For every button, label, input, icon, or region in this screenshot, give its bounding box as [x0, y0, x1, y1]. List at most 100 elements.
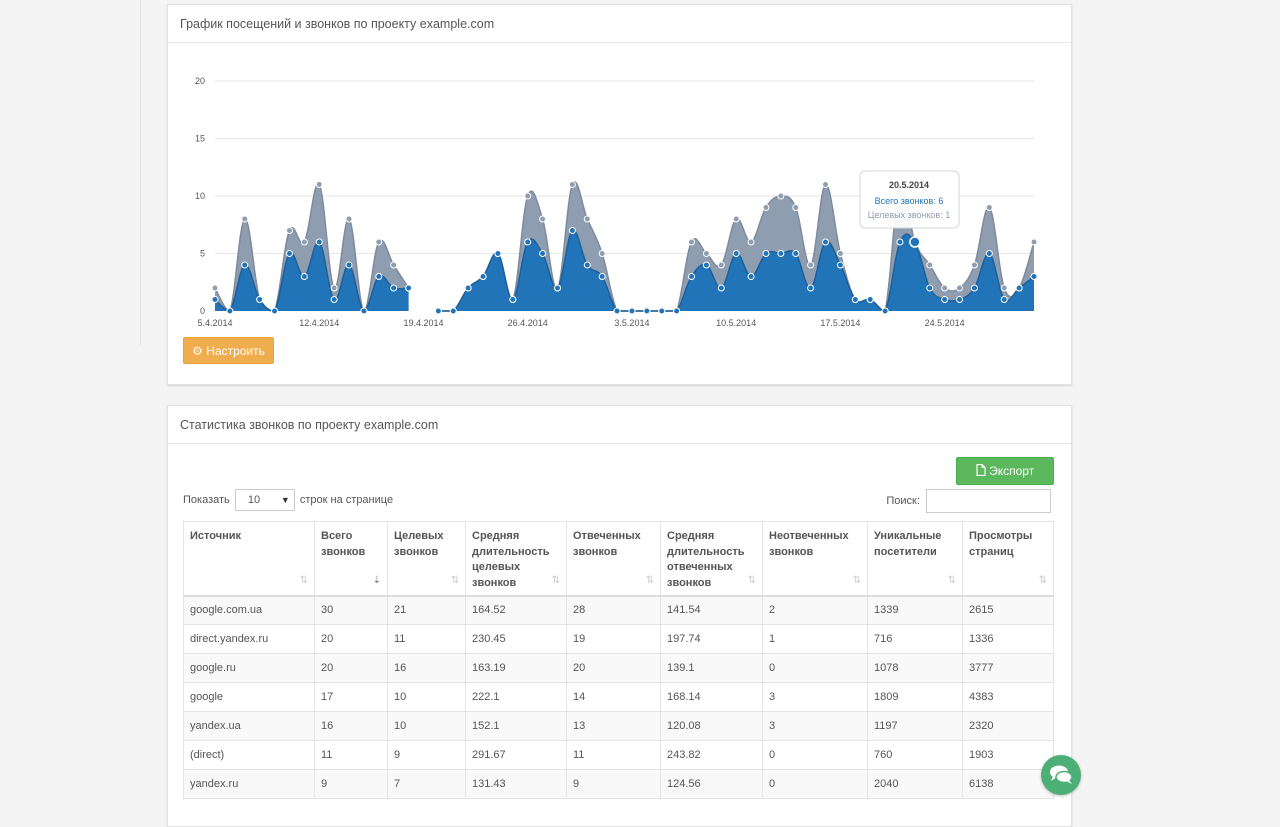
target-calls-point[interactable]: [732, 250, 740, 257]
total-calls-point[interactable]: [792, 204, 800, 211]
target-calls-point[interactable]: [449, 307, 457, 315]
total-calls-point[interactable]: [807, 261, 815, 269]
total-calls-point[interactable]: [330, 284, 338, 292]
target-calls-point[interactable]: [494, 250, 502, 257]
column-header[interactable]: Отвеченных звонков ⇅: [566, 521, 661, 597]
total-calls-point[interactable]: [822, 181, 830, 188]
hovered-point[interactable]: [909, 236, 921, 248]
total-calls-point[interactable]: [836, 250, 844, 257]
target-calls-point[interactable]: [583, 261, 591, 269]
total-calls-point[interactable]: [539, 215, 547, 223]
total-calls-point[interactable]: [688, 238, 696, 246]
target-calls-point[interactable]: [792, 250, 800, 257]
target-calls-point[interactable]: [211, 296, 219, 303]
column-header[interactable]: Всего звонков ⇣: [314, 521, 388, 597]
calls-chart[interactable]: 0 5 10 15 20 5.4.2014 12.4.2014 19.4.2014 26.4.…: [168, 43, 1071, 333]
total-calls-point[interactable]: [241, 215, 249, 223]
target-calls-point[interactable]: [568, 227, 576, 234]
target-calls-point[interactable]: [285, 250, 293, 257]
target-calls-point[interactable]: [315, 238, 323, 246]
target-calls-point[interactable]: [658, 307, 666, 315]
total-calls-point[interactable]: [1000, 284, 1008, 292]
target-calls-point[interactable]: [613, 307, 621, 315]
total-calls-point[interactable]: [926, 261, 934, 269]
target-calls-point[interactable]: [464, 284, 472, 292]
target-calls-point[interactable]: [896, 238, 904, 246]
column-header[interactable]: Неотвеченных звонков ⇅: [762, 521, 868, 597]
total-calls-point[interactable]: [583, 215, 591, 223]
target-calls-point[interactable]: [717, 284, 725, 292]
target-calls-point[interactable]: [970, 284, 978, 292]
target-calls-point[interactable]: [509, 296, 517, 303]
target-calls-point[interactable]: [479, 273, 487, 280]
target-calls-point[interactable]: [360, 307, 368, 315]
total-calls-point[interactable]: [375, 238, 383, 246]
column-header[interactable]: Средняя длительность отвеченных звонков ⇅: [660, 521, 763, 597]
target-calls-point[interactable]: [553, 284, 561, 292]
target-calls-point[interactable]: [300, 273, 308, 280]
target-calls-point[interactable]: [375, 273, 383, 280]
column-header[interactable]: Целевых звонков ⇅: [387, 521, 466, 597]
total-calls-point[interactable]: [1030, 238, 1038, 246]
target-calls-point[interactable]: [762, 250, 770, 257]
target-calls-point[interactable]: [405, 284, 413, 292]
total-calls-point[interactable]: [211, 284, 219, 292]
target-calls-point[interactable]: [539, 250, 547, 257]
total-calls-point[interactable]: [956, 284, 964, 292]
chat-button[interactable]: [1041, 755, 1081, 795]
target-calls-point[interactable]: [256, 296, 264, 303]
total-calls-point[interactable]: [285, 227, 293, 234]
total-calls-point[interactable]: [524, 192, 532, 200]
target-calls-point[interactable]: [777, 250, 785, 257]
total-calls-point[interactable]: [702, 250, 710, 257]
target-calls-point[interactable]: [985, 250, 993, 257]
total-calls-point[interactable]: [777, 192, 785, 200]
total-calls-point[interactable]: [300, 238, 308, 246]
target-calls-point[interactable]: [1000, 296, 1008, 303]
target-calls-point[interactable]: [941, 296, 949, 303]
total-calls-point[interactable]: [390, 261, 398, 269]
target-calls-point[interactable]: [1030, 273, 1038, 280]
total-calls-point[interactable]: [941, 284, 949, 292]
column-header[interactable]: Уникальные посетители ⇅: [867, 521, 963, 597]
total-calls-point[interactable]: [732, 215, 740, 223]
target-calls-point[interactable]: [702, 261, 710, 269]
target-calls-point[interactable]: [956, 296, 964, 303]
total-calls-point[interactable]: [985, 204, 993, 211]
target-calls-point[interactable]: [271, 307, 279, 315]
setup-button[interactable]: ⚙ Настроить: [183, 337, 274, 364]
total-calls-point[interactable]: [970, 261, 978, 269]
target-calls-point[interactable]: [866, 296, 874, 303]
target-calls-point[interactable]: [688, 273, 696, 280]
column-header[interactable]: Просмотры страниц ⇅: [962, 521, 1054, 597]
total-calls-point[interactable]: [568, 181, 576, 188]
total-calls-point[interactable]: [762, 204, 770, 211]
target-calls-point[interactable]: [345, 261, 353, 269]
search-input[interactable]: [926, 489, 1051, 513]
target-calls-point[interactable]: [643, 307, 651, 315]
target-calls-point[interactable]: [434, 307, 442, 315]
target-calls-point[interactable]: [881, 307, 889, 315]
total-calls-point[interactable]: [345, 215, 353, 223]
target-calls-point[interactable]: [822, 238, 830, 246]
target-calls-point[interactable]: [628, 307, 636, 315]
column-header[interactable]: Средняя длительность целевых звонков ⇅: [465, 521, 567, 597]
export-button[interactable]: Экспорт: [956, 457, 1054, 485]
target-calls-point[interactable]: [390, 284, 398, 292]
target-calls-point[interactable]: [673, 307, 681, 315]
target-calls-point[interactable]: [241, 261, 249, 269]
target-calls-point[interactable]: [926, 284, 934, 292]
target-calls-point[interactable]: [836, 261, 844, 269]
target-calls-point[interactable]: [226, 307, 234, 315]
total-calls-point[interactable]: [717, 261, 725, 269]
target-calls-point[interactable]: [330, 296, 338, 303]
target-calls-point[interactable]: [598, 273, 606, 280]
target-calls-point[interactable]: [747, 273, 755, 280]
total-calls-point[interactable]: [747, 238, 755, 246]
total-calls-point[interactable]: [598, 250, 606, 257]
column-header[interactable]: Источник ⇅: [183, 521, 315, 597]
total-calls-point[interactable]: [315, 181, 323, 188]
target-calls-point[interactable]: [851, 296, 859, 303]
page-length-select[interactable]: 10 ▼: [234, 489, 295, 511]
target-calls-point[interactable]: [1015, 284, 1023, 292]
